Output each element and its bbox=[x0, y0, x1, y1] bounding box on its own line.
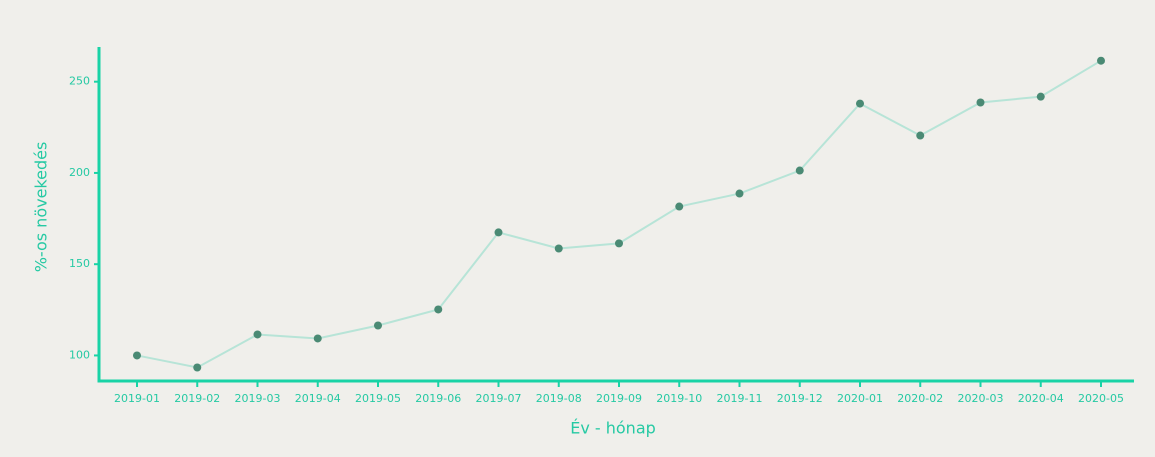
series-line bbox=[136, 59, 1102, 369]
x-tick-label: 2019-01 bbox=[114, 392, 160, 405]
x-axis-label: Év - hónap bbox=[570, 419, 656, 438]
y-axis-label: %-os növekedés bbox=[32, 142, 51, 273]
data-point bbox=[253, 330, 262, 339]
data-point bbox=[916, 131, 925, 140]
x-tick-label: 2019-10 bbox=[656, 392, 702, 405]
x-tick-label: 2020-03 bbox=[958, 392, 1004, 405]
data-point bbox=[1097, 56, 1105, 65]
x-tick-label: 2019-06 bbox=[415, 392, 461, 405]
data-point bbox=[313, 334, 322, 343]
x-tick-label: 2019-04 bbox=[295, 392, 341, 405]
data-point bbox=[554, 244, 563, 253]
data-point bbox=[856, 99, 864, 108]
data-point bbox=[1036, 92, 1045, 101]
y-tick-label: 250 bbox=[69, 75, 90, 88]
x-tick-label: 2019-03 bbox=[235, 392, 281, 405]
data-point bbox=[494, 228, 503, 237]
data-point bbox=[193, 363, 202, 372]
x-tick-label: 2019-02 bbox=[174, 392, 220, 405]
x-tick-label: 2020-05 bbox=[1078, 392, 1124, 405]
data-point bbox=[374, 321, 382, 330]
y-tick-label: 100 bbox=[69, 348, 90, 361]
data-point bbox=[795, 166, 804, 175]
data-point bbox=[675, 202, 684, 211]
data-point bbox=[434, 305, 443, 314]
data-point bbox=[133, 351, 141, 360]
y-tick-label: 200 bbox=[69, 166, 90, 179]
x-tick-label: 2019-05 bbox=[355, 392, 401, 405]
x-tick-label: 2019-09 bbox=[596, 392, 642, 405]
data-point bbox=[615, 239, 623, 248]
x-tick-label: 2019-08 bbox=[536, 392, 582, 405]
x-tick-label: 2020-04 bbox=[1018, 392, 1064, 405]
x-tick-label: 2019-11 bbox=[717, 392, 763, 405]
x-tick-label: 2019-07 bbox=[476, 392, 522, 405]
data-point bbox=[735, 189, 744, 198]
x-tick-label: 2019-12 bbox=[777, 392, 823, 405]
y-tick-label: 150 bbox=[69, 257, 90, 270]
data-point bbox=[976, 98, 985, 107]
x-tick-label: 2020-01 bbox=[837, 392, 883, 405]
x-tick-label: 2020-02 bbox=[897, 392, 943, 405]
